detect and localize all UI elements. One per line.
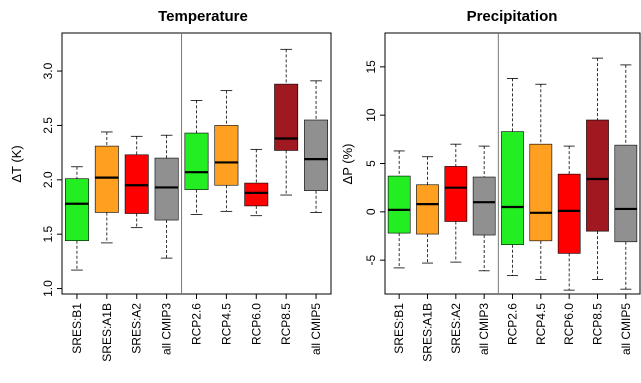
x-category-label: all CMIP3 — [477, 303, 491, 355]
temperature-panel: Temperature ΔT (K) 1.0 1.5 2.0 2.5 3.0 SRES:B… — [9, 8, 332, 362]
y-tick-label: 1.0 — [41, 280, 55, 297]
x-category-label: SRES:A2 — [130, 303, 144, 354]
x-category-label: SRES:A2 — [449, 303, 463, 354]
box-1 — [416, 156, 439, 264]
box-body — [529, 143, 553, 242]
box-body — [274, 83, 299, 151]
precipitation-panel: Precipitation ΔP (%) -5 0 5 10 15 SRES:B1 SRES… — [340, 8, 641, 362]
y-tick-label: 1.5 — [41, 226, 55, 243]
box-0 — [387, 150, 411, 269]
box-4 — [501, 78, 524, 277]
box-body — [557, 173, 581, 254]
box-8 — [304, 80, 329, 213]
x-category-label: RCP4.5 — [219, 303, 233, 345]
y-tick-label: 2.5 — [41, 117, 55, 134]
box-3 — [472, 145, 496, 272]
chart-title: Precipitation — [467, 8, 558, 25]
chart-title: Temperature — [158, 8, 248, 25]
x-category-label: RCP4.5 — [534, 303, 548, 345]
box-6 — [557, 145, 581, 291]
box-body — [472, 176, 496, 236]
box-body — [387, 175, 411, 234]
y-tick-label: -5 — [364, 255, 378, 266]
box-4 — [184, 100, 209, 216]
box-7 — [586, 57, 609, 280]
box-body — [304, 119, 329, 191]
y-tick-label: 5 — [364, 160, 378, 167]
box-5 — [214, 90, 239, 212]
box-body — [416, 184, 439, 235]
x-category-label: RCP2.6 — [190, 303, 204, 345]
box-body — [614, 144, 638, 243]
x-category-label: SRES:B1 — [70, 303, 84, 354]
box-body — [94, 145, 119, 213]
y-tick-label: 10 — [364, 108, 378, 122]
box-3 — [154, 134, 179, 259]
box-body — [214, 125, 239, 186]
box-1 — [94, 131, 119, 244]
x-category-label: SRES:A1B — [100, 303, 114, 362]
y-axis-label: ΔP (%) — [340, 144, 355, 185]
x-category-label: all CMIP3 — [160, 303, 174, 355]
x-category-label: RCP6.0 — [249, 303, 263, 345]
box-0 — [64, 166, 89, 271]
y-axis-label: ΔT (K) — [9, 145, 24, 182]
y-tick-label: 3.0 — [41, 62, 55, 79]
x-category-label: RCP8.5 — [591, 303, 605, 345]
box-body — [184, 132, 209, 190]
y-tick-label: 2.0 — [41, 171, 55, 188]
y-tick-label: 15 — [364, 60, 378, 74]
x-category-label: RCP6.0 — [562, 303, 576, 345]
box-body — [586, 119, 609, 232]
x-category-label: all CMIP5 — [309, 303, 323, 355]
box-2 — [124, 135, 149, 229]
x-category-label: SRES:A1B — [421, 303, 435, 362]
box-body — [501, 131, 524, 246]
box-8 — [614, 64, 638, 290]
x-category-label: SRES:B1 — [392, 303, 406, 354]
x-category-label: all CMIP5 — [619, 303, 633, 355]
box-2 — [444, 143, 468, 263]
x-category-label: RCP8.5 — [279, 303, 293, 345]
box-body — [154, 157, 179, 221]
y-tick-label: 0 — [364, 208, 378, 215]
box-body — [444, 166, 468, 222]
box-6 — [244, 148, 269, 217]
x-category-label: RCP2.6 — [506, 303, 520, 345]
box-7 — [274, 48, 299, 196]
box-5 — [529, 83, 553, 280]
box-body — [64, 178, 89, 242]
box-body — [244, 182, 269, 207]
